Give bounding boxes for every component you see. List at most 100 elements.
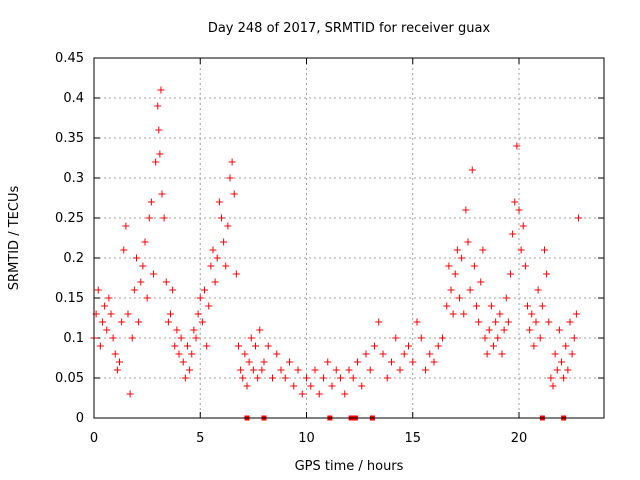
data-point [515, 206, 523, 214]
data-point [526, 326, 534, 334]
data-point [379, 350, 387, 358]
data-point [141, 238, 149, 246]
data-point [186, 366, 194, 374]
x-tick-label: 20 [511, 431, 528, 446]
data-point [258, 366, 266, 374]
data-point [164, 318, 172, 326]
data-point [311, 366, 319, 374]
data-point [169, 286, 177, 294]
data-point [570, 334, 578, 342]
data-point [188, 350, 196, 358]
data-point [281, 374, 289, 382]
data-point [524, 302, 531, 310]
data-point [215, 198, 223, 206]
data-point [175, 350, 183, 358]
data-point [157, 86, 165, 94]
data-point [124, 310, 132, 318]
data-point [449, 310, 457, 318]
data-point [139, 262, 147, 270]
data-point [575, 214, 582, 222]
data-point [230, 190, 238, 198]
data-point [466, 286, 474, 294]
data-point [553, 366, 561, 374]
y-tick-label: 0.45 [55, 51, 84, 66]
data-point [239, 374, 247, 382]
data-point [545, 318, 553, 326]
data-point [453, 246, 461, 254]
data-points [90, 86, 582, 398]
data-point [405, 342, 412, 350]
data-point [413, 318, 421, 326]
data-point [190, 326, 198, 334]
data-point [473, 302, 480, 310]
data-point [487, 302, 495, 310]
data-point [247, 334, 255, 342]
data-point [483, 350, 491, 358]
data-point [171, 342, 179, 350]
data-point [349, 374, 357, 382]
data-point [162, 278, 170, 286]
data-point [358, 382, 366, 390]
data-point [507, 270, 514, 278]
data-point [417, 334, 425, 342]
data-point [303, 374, 310, 382]
data-point [460, 310, 468, 318]
data-point [530, 342, 538, 350]
data-point [383, 374, 391, 382]
x-axis-label: GPS time / hours [295, 459, 404, 474]
data-point [458, 254, 466, 262]
data-point [434, 342, 442, 350]
data-point [371, 342, 378, 350]
data-point [177, 334, 185, 342]
data-point [354, 358, 361, 366]
data-point [481, 334, 489, 342]
data-point [145, 214, 153, 222]
y-tick-label: 0.4 [63, 91, 84, 106]
data-point [485, 326, 493, 334]
data-point [396, 366, 404, 374]
data-point [99, 318, 106, 326]
data-point [375, 318, 383, 326]
data-point [551, 350, 559, 358]
data-point [94, 286, 102, 294]
data-point [479, 246, 487, 254]
data-point [504, 318, 512, 326]
data-point [133, 254, 140, 262]
data-point [147, 198, 155, 206]
data-point [445, 262, 453, 270]
data-point [328, 382, 336, 390]
x-tick-label: 0 [90, 431, 98, 446]
data-point [547, 374, 555, 382]
data-point [192, 334, 200, 342]
data-point [558, 358, 565, 366]
data-point [128, 334, 136, 342]
data-point [324, 358, 332, 366]
data-point [298, 390, 306, 398]
data-point [562, 342, 570, 350]
data-point [194, 310, 202, 318]
data-point [536, 334, 544, 342]
data-point [201, 286, 208, 294]
data-point [543, 270, 551, 278]
data-point [528, 310, 536, 318]
data-point [502, 294, 510, 302]
y-tick-label: 0.1 [63, 331, 84, 346]
data-point [468, 166, 476, 174]
data-point [109, 334, 117, 342]
axis-ticks: 0 0.05 0.1 0.15 0.2 0.25 0.3 0.35 0.4 0.45 0 5 10 15 2… [55, 51, 604, 446]
data-point [477, 278, 485, 286]
data-point [260, 358, 268, 366]
data-point [490, 342, 497, 350]
data-point [422, 366, 429, 374]
data-point [249, 366, 257, 374]
data-point [519, 222, 527, 230]
data-point [511, 198, 519, 206]
data-point [218, 214, 225, 222]
data-point [269, 374, 276, 382]
data-point [184, 342, 191, 350]
data-point [500, 326, 508, 334]
y-axis-label: SRMTID / TECUs [7, 186, 22, 291]
data-point [366, 366, 374, 374]
data-point [96, 342, 104, 350]
